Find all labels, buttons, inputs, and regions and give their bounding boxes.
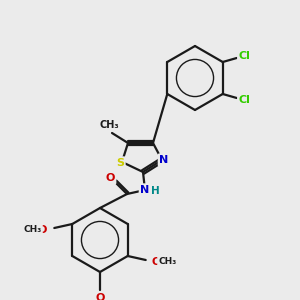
Text: CH₃: CH₃: [159, 256, 177, 266]
Text: CH₃: CH₃: [99, 120, 119, 130]
Text: N: N: [140, 185, 150, 195]
Text: H: H: [151, 186, 159, 196]
Text: S: S: [116, 158, 124, 168]
Text: CH₃: CH₃: [23, 224, 41, 233]
Text: Cl: Cl: [239, 51, 251, 61]
Text: O: O: [38, 225, 47, 235]
Text: Cl: Cl: [239, 95, 251, 105]
Text: O: O: [105, 173, 115, 183]
Text: O: O: [95, 293, 105, 300]
Text: O: O: [151, 257, 160, 267]
Text: N: N: [159, 155, 169, 165]
